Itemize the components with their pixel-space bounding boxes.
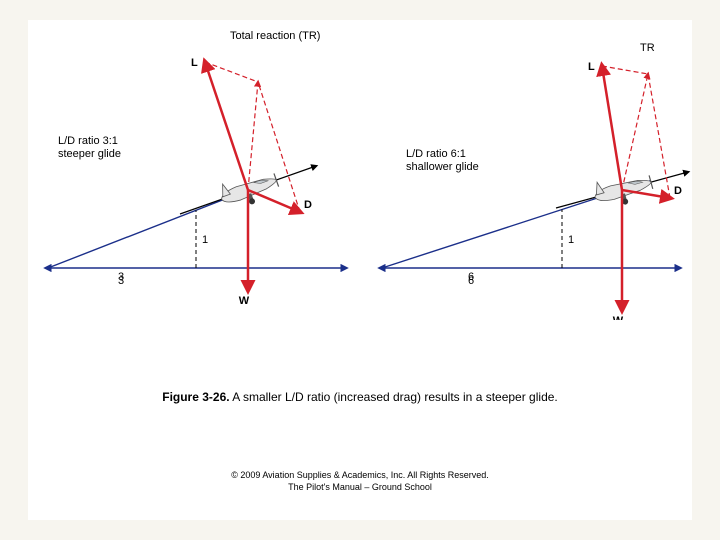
svg-text:1: 1 xyxy=(202,234,208,246)
figure-caption: Figure 3-26. A smaller L/D ratio (increa… xyxy=(28,390,692,404)
svg-text:L: L xyxy=(588,61,595,73)
svg-text:W: W xyxy=(613,315,624,320)
figure-canvas: 13LDW3 16LDW6 Total reaction (TR) L/D ra… xyxy=(28,20,692,520)
ratio-right: L/D ratio 6:1shallower glide xyxy=(406,148,479,174)
svg-text:1: 1 xyxy=(568,234,574,246)
svg-text:W: W xyxy=(239,295,250,307)
diagram-left: 13LDW3 xyxy=(28,20,358,320)
svg-text:L: L xyxy=(191,57,198,69)
svg-text:D: D xyxy=(674,185,682,197)
ratio-left: L/D ratio 3:1steeper glide xyxy=(58,135,121,161)
svg-text:6: 6 xyxy=(468,275,474,287)
tr-label-right: TR xyxy=(640,42,655,55)
svg-text:3: 3 xyxy=(118,275,124,287)
svg-text:D: D xyxy=(304,199,312,211)
tr-label-left: Total reaction (TR) xyxy=(230,30,320,43)
copyright-footer: © 2009 Aviation Supplies & Academics, In… xyxy=(28,470,692,493)
